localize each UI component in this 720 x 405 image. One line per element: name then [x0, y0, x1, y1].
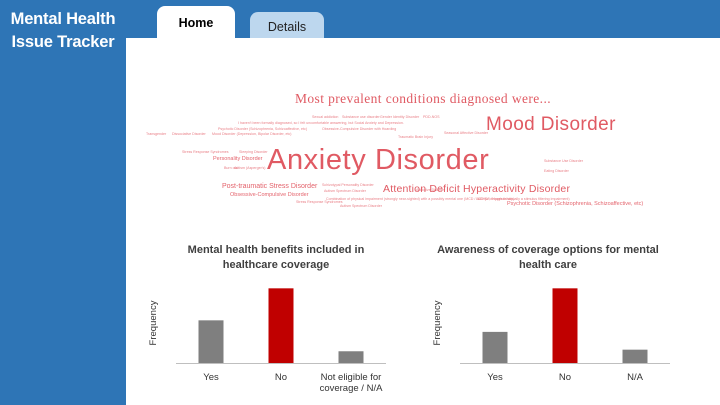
wordcloud-word: I haven't been formally diagnosed, so I … [238, 121, 404, 125]
wordcloud-word: Schizotypal Personality Disorder [322, 183, 374, 187]
wordcloud-word-mood-disorder: Mood Disorder [486, 114, 616, 135]
dashboard-canvas: Most prevalent conditions diagnosed were… [126, 38, 720, 405]
chart-1-bar [268, 288, 294, 363]
chart-2-bar [552, 288, 578, 363]
chart-2-tick-label: No [559, 372, 571, 383]
wordcloud-word: Eating Disorder [544, 169, 569, 173]
wordcloud-word: Sexual addiction [312, 115, 339, 119]
chart-1-tick-label: coverage / N/A [320, 383, 383, 394]
wordcloud-word-adhd: Attention Deficit Hyperactivity Disorder [383, 183, 571, 195]
wordcloud-word: Psychotic Disorder (Schizophrenia, Schiz… [218, 127, 308, 131]
wordcloud-word: Autism (Asperger's) [234, 166, 266, 170]
chart-2-ylabel: Frequency [432, 300, 443, 345]
wordcloud-word: ADD (w/o Hyperactivity) [476, 197, 515, 201]
chart-2-title-line-2: health care [518, 259, 578, 271]
chart-2-title-line-1: Awareness of coverage options for mental [437, 244, 659, 256]
wordcloud-word: Traumatic Brain Injury [398, 135, 434, 139]
app-title-line-1: Mental Health [10, 10, 116, 28]
wordcloud-title: Most prevalent conditions diagnosed were… [294, 91, 552, 106]
wordcloud-word: Substance Use Disorder [544, 159, 583, 163]
chart-1-title-line-2: healthcare coverage [222, 259, 330, 271]
tab-details[interactable]: Details [250, 12, 324, 38]
wordcloud-word: Sleeping Disorder [239, 150, 268, 154]
chart-2-tick-label: Yes [487, 372, 503, 383]
sidebar: Mental Health Issue Tracker [0, 0, 126, 405]
wordcloud-word: Obsessive-Compulsive Disorder with Hoard… [322, 127, 397, 131]
chart-1-title-line-1: Mental health benefits included in [187, 244, 365, 256]
wordcloud-word-ptsd: Post-traumatic Stress Disorder [222, 183, 318, 190]
wordcloud-word: Gender Identity Disorder [380, 115, 420, 119]
chart-1-tick-label: Not eligible for [321, 372, 382, 383]
chart-1-ylabel: Frequency [148, 300, 159, 345]
wordcloud-word: Substance use disorder [342, 115, 380, 119]
chart-1-title: Mental health benefits included in healt… [156, 243, 396, 273]
tab-bar: Home Details [126, 0, 720, 38]
chart-2-bar [622, 349, 648, 363]
wordcloud-word: Combination of physical impairment (stro… [326, 197, 570, 201]
wordcloud-word: Burn out [224, 166, 238, 170]
wordcloud-word-ocd: Obsessive-Compulsive Disorder [230, 192, 309, 198]
chart-2: Frequency Yes No N/A [432, 288, 670, 383]
wordcloud-word: PDD-NOS [423, 115, 440, 119]
app-title: Mental Health Issue Tracker [0, 8, 126, 54]
chart-1-bar [198, 320, 224, 363]
wordcloud-word-anxiety-disorder: Anxiety Disorder [267, 144, 490, 176]
wordcloud-word: Stress Response Syndromes [182, 150, 229, 154]
wordcloud-word: Stress Response Syndromes [296, 200, 343, 204]
tab-home[interactable]: Home [157, 6, 235, 38]
chart-1-tick-label: Yes [203, 372, 219, 383]
wordcloud-word: Transgender [146, 132, 167, 136]
chart-1-tick-label: No [275, 372, 287, 383]
wordcloud-word: Autism Spectrum Disorder [340, 204, 382, 208]
chart-2-title: Awareness of coverage options for mental… [428, 243, 668, 273]
chart-1-bar [338, 351, 364, 363]
wordcloud-word: Seasonal Affective Disorder [444, 131, 489, 135]
wordcloud-word: Mood Disorder (Depression, Bipolar Disor… [212, 132, 292, 136]
app-title-line-2: Issue Tracker [11, 33, 115, 51]
wordcloud-word: Addictive Disorder [416, 188, 446, 192]
chart-2-tick-label: N/A [627, 372, 644, 383]
chart-2-bar [482, 331, 508, 363]
wordcloud-word-personality-disorder: Personality Disorder [213, 156, 263, 162]
wordcloud-word: Dissociative Disorder [172, 132, 206, 136]
wordcloud-word: Autism Spectrum Disorder [324, 189, 366, 193]
wordcloud-word-psychotic-disorder: Psychotic Disorder (Schizophrenia, Schiz… [507, 201, 644, 207]
